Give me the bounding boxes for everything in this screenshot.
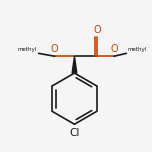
Text: O: O: [110, 44, 118, 54]
Text: Cl: Cl: [69, 128, 80, 138]
Text: methyl: methyl: [128, 47, 147, 52]
Text: O: O: [51, 44, 59, 54]
Text: O: O: [93, 25, 101, 35]
Polygon shape: [72, 56, 77, 73]
Text: methyl: methyl: [18, 47, 37, 52]
